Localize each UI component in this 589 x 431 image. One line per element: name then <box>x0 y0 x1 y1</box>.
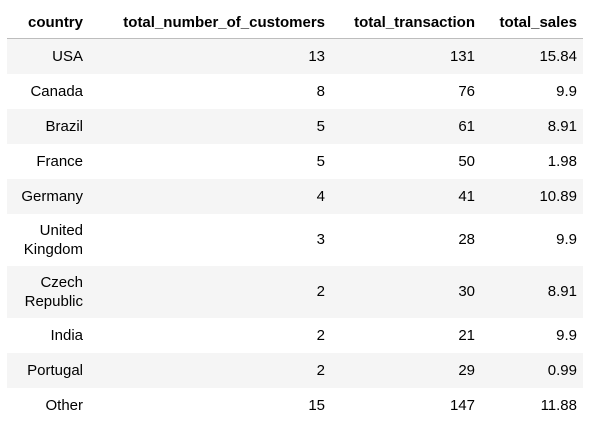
transaction-cell: 50 <box>458 152 475 170</box>
header-row: country total_number_of_customers total_… <box>7 6 583 39</box>
transaction-cell: 28 <box>458 231 475 248</box>
table-row: Canada 8 76 9.9 <box>7 74 583 109</box>
dataframe-table: country total_number_of_customers total_… <box>7 6 583 423</box>
transaction-cell: 131 <box>449 47 475 65</box>
customers-cell: 2 <box>316 361 325 379</box>
customers-cell: 2 <box>316 326 325 344</box>
table-row: Other 15 147 11.88 <box>7 388 583 423</box>
customers-cell: 3 <box>316 231 325 248</box>
customers-cell: 5 <box>316 152 325 170</box>
table-row: United Kingdom 3 28 9.9 <box>7 214 583 266</box>
sales-cell: 8.91 <box>547 117 577 135</box>
country-cell: United Kingdom <box>23 221 83 258</box>
country-cell: Canada <box>30 82 83 100</box>
country-cell: India <box>50 326 83 344</box>
customers-cell: 8 <box>316 82 325 100</box>
country-cell: Portugal <box>27 361 83 379</box>
table-row: Portugal 2 29 0.99 <box>7 352 583 388</box>
table-header: country total_number_of_customers total_… <box>7 6 583 39</box>
sales-cell: 11.88 <box>540 396 577 414</box>
transaction-cell: 29 <box>458 361 475 379</box>
column-header-total-transaction[interactable]: total_transaction <box>331 6 481 39</box>
customers-cell: 2 <box>316 283 325 300</box>
table-row: Germany 4 41 10.89 <box>7 178 583 214</box>
sales-cell: 1.98 <box>547 152 577 170</box>
table-row: France 5 50 1.98 <box>7 144 583 179</box>
country-cell: Germany <box>21 187 83 205</box>
transaction-cell: 41 <box>458 187 475 205</box>
transaction-cell: 30 <box>458 283 475 300</box>
column-header-country[interactable]: country <box>7 6 89 39</box>
country-cell: Czech Republic <box>24 273 83 310</box>
table-row: Czech Republic 2 30 8.91 <box>7 265 583 318</box>
column-header-total-sales[interactable]: total_sales <box>481 6 583 39</box>
sales-cell: 15.84 <box>539 47 577 65</box>
sales-cell: 8.91 <box>547 283 577 300</box>
table-body: USA 13 131 15.84 Canada 8 76 9.9 Brazil … <box>7 38 583 423</box>
transaction-cell: 61 <box>458 117 475 135</box>
country-cell: France <box>36 152 83 170</box>
sales-cell: 10.89 <box>539 187 577 205</box>
country-cell: Brazil <box>45 117 83 135</box>
customers-cell: 15 <box>308 396 325 414</box>
sales-cell: 9.9 <box>556 82 577 100</box>
sales-cell: 9.9 <box>556 326 577 344</box>
customers-cell: 4 <box>316 187 325 205</box>
table-row: Brazil 5 61 8.91 <box>7 108 583 144</box>
transaction-cell: 21 <box>458 326 475 344</box>
table-row: USA 13 131 15.84 <box>7 38 583 74</box>
transaction-cell: 147 <box>449 396 475 414</box>
sales-cell: 0.99 <box>547 361 577 379</box>
transaction-cell: 76 <box>458 82 475 100</box>
country-cell: Other <box>45 396 83 414</box>
sales-cell: 9.9 <box>556 231 577 248</box>
customers-cell: 13 <box>308 47 325 65</box>
country-cell: USA <box>52 47 83 65</box>
dataframe-table-container: country total_number_of_customers total_… <box>7 6 583 423</box>
column-header-total-number-of-customers[interactable]: total_number_of_customers <box>89 6 331 39</box>
table-row: India 2 21 9.9 <box>7 318 583 353</box>
customers-cell: 5 <box>316 117 325 135</box>
